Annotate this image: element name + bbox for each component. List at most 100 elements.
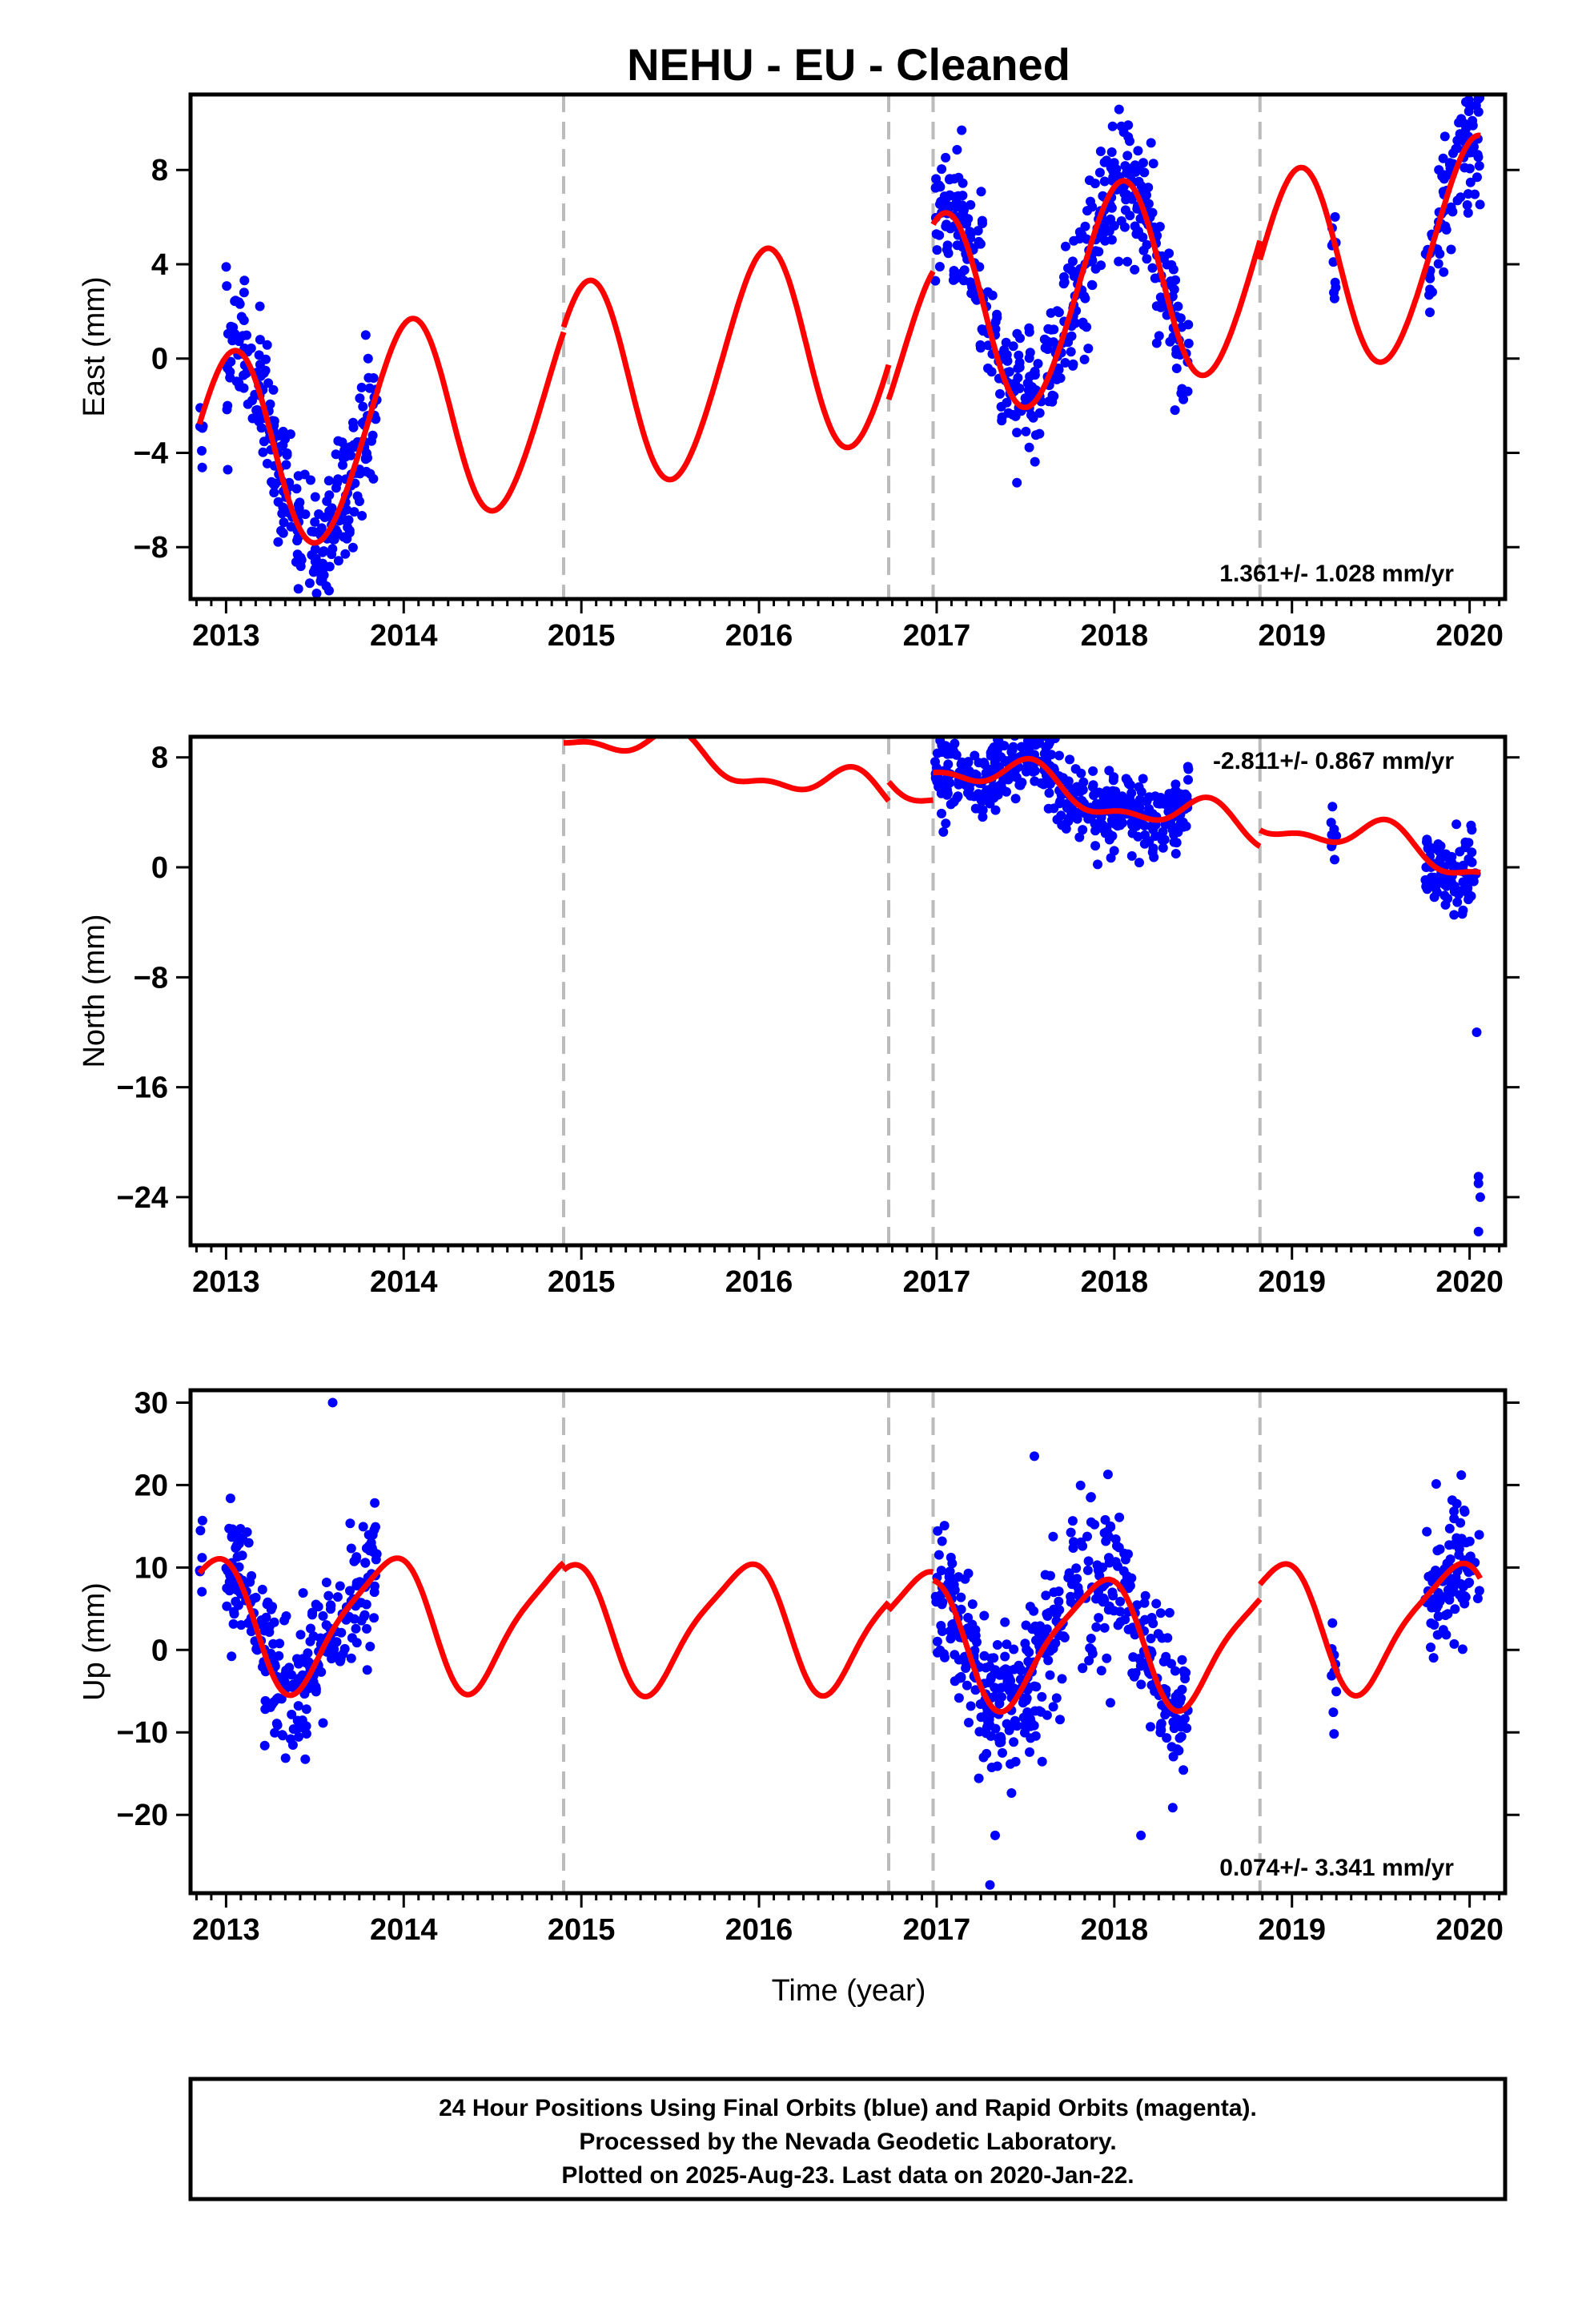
model-segment	[1257, 132, 1483, 365]
data-point	[360, 1558, 371, 1568]
data-point	[280, 1753, 291, 1763]
data-point	[1153, 798, 1163, 809]
data-point	[305, 641, 315, 651]
data-point	[362, 696, 371, 706]
data-point	[312, 637, 322, 647]
data-point	[1102, 797, 1113, 807]
data-point	[307, 644, 317, 653]
data-point	[346, 1543, 356, 1554]
data-point	[306, 1623, 315, 1634]
data-point	[1055, 1715, 1065, 1725]
data-point	[1473, 1226, 1484, 1236]
data-point	[223, 400, 233, 411]
data-point	[1444, 158, 1455, 168]
data-point	[335, 1654, 346, 1664]
data-point	[1040, 1570, 1050, 1580]
data-point	[970, 1625, 981, 1635]
data-point	[358, 401, 368, 412]
data-point	[271, 663, 281, 673]
data-point	[273, 497, 283, 507]
data-point	[1074, 832, 1085, 842]
data-point	[1006, 747, 1017, 757]
data-point	[945, 1626, 955, 1636]
data-point	[261, 354, 271, 364]
data-point	[936, 1566, 946, 1576]
data-point	[327, 613, 336, 623]
data-point	[974, 1773, 984, 1783]
data-point	[288, 652, 298, 661]
data-point	[299, 648, 308, 657]
data-point	[296, 638, 306, 648]
rate-label: -2.811+/- 0.867 mm/yr	[1213, 748, 1454, 774]
data-point	[339, 1643, 350, 1654]
data-point	[939, 1521, 950, 1531]
data-point	[355, 497, 364, 506]
data-point	[1106, 235, 1117, 245]
data-point	[1444, 879, 1455, 889]
data-point	[281, 460, 291, 470]
data-point	[1456, 1518, 1466, 1528]
data-point	[1136, 1830, 1146, 1840]
data-point	[292, 634, 302, 644]
data-point	[364, 670, 374, 680]
data-point	[292, 1654, 302, 1664]
data-point	[1086, 1517, 1096, 1527]
data-point	[292, 1715, 303, 1726]
data-point	[1449, 910, 1460, 920]
data-point	[937, 808, 946, 818]
plot-frame	[188, 1388, 1508, 1896]
rate-label: 0.074+/- 3.341 mm/yr	[1219, 1855, 1454, 1881]
data-point	[273, 665, 283, 675]
data-point	[301, 621, 311, 631]
data-point	[300, 509, 311, 520]
data-point	[1040, 343, 1050, 353]
data-point	[311, 1684, 321, 1695]
x-tick-label: 2013	[192, 1913, 260, 1947]
data-point	[285, 429, 295, 440]
data-point	[1090, 841, 1101, 851]
data-point	[295, 619, 304, 629]
data-point	[1106, 147, 1117, 157]
data-point	[1109, 220, 1119, 231]
data-point	[287, 1682, 298, 1692]
data-point	[323, 639, 332, 649]
data-point	[1153, 1629, 1163, 1639]
data-point	[1033, 359, 1043, 369]
data-point	[1082, 1565, 1093, 1575]
data-point	[361, 1599, 371, 1610]
data-point	[1093, 1565, 1103, 1575]
data-point	[351, 698, 361, 707]
data-point	[1471, 100, 1481, 111]
data-point	[340, 452, 351, 462]
data-point	[951, 197, 962, 207]
data-point	[975, 239, 986, 249]
data-point	[225, 367, 235, 377]
data-point	[1146, 138, 1156, 148]
y-tick-label: 8	[151, 154, 168, 187]
data-point	[303, 649, 312, 659]
x-tick-label: 2020	[1435, 1265, 1504, 1299]
data-point	[359, 1610, 370, 1620]
data-point	[966, 1701, 976, 1711]
data-point	[1140, 830, 1150, 840]
data-point	[284, 1663, 295, 1673]
data-point	[1139, 1598, 1150, 1608]
data-point	[1006, 1759, 1015, 1769]
data-point	[363, 452, 372, 463]
data-point	[1447, 207, 1458, 217]
data-point	[318, 547, 327, 557]
data-point	[278, 649, 287, 658]
data-point	[1179, 1669, 1190, 1679]
data-point	[288, 1724, 299, 1735]
data-point	[222, 662, 231, 672]
model-segment	[886, 1569, 935, 1613]
data-point	[1052, 374, 1062, 384]
data-point	[310, 611, 319, 621]
data-point	[301, 606, 311, 616]
data-point	[949, 270, 959, 280]
data-point	[263, 378, 274, 388]
data-point	[1048, 1531, 1058, 1542]
data-point	[1171, 838, 1182, 848]
data-point	[1434, 840, 1444, 850]
data-point	[197, 445, 207, 456]
